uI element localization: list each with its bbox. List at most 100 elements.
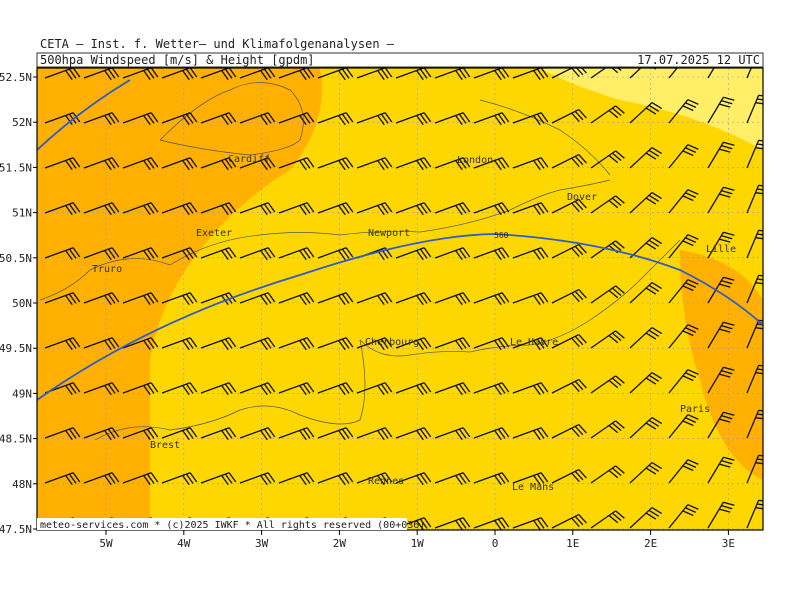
wind-barb bbox=[473, 427, 510, 441]
wind-barb bbox=[551, 243, 587, 259]
place-label: Newport bbox=[368, 228, 410, 239]
wind-barb bbox=[434, 517, 471, 530]
wind-barb bbox=[122, 427, 159, 441]
wind-barb bbox=[590, 465, 625, 484]
wind-barb bbox=[668, 459, 699, 484]
place-label: London bbox=[457, 155, 493, 166]
wind-barb bbox=[473, 247, 510, 261]
wind-barb bbox=[629, 237, 663, 259]
wind-barb bbox=[356, 337, 393, 351]
place-label: Le Havre bbox=[510, 337, 558, 348]
wind-barb bbox=[278, 472, 315, 486]
lat-label: 50N bbox=[12, 297, 32, 310]
wind-barb bbox=[473, 472, 510, 486]
height-contour-560 bbox=[37, 233, 763, 401]
wind-barb bbox=[356, 202, 393, 216]
wind-barb bbox=[551, 68, 587, 79]
wind-barb bbox=[668, 324, 699, 349]
wind-barb bbox=[707, 141, 735, 169]
lon-label: 1W bbox=[411, 537, 425, 550]
place-label: Cherbourg bbox=[365, 337, 419, 348]
wind-barb bbox=[434, 247, 471, 261]
wind-barb bbox=[746, 139, 763, 169]
wind-barb bbox=[395, 517, 432, 530]
wind-barb bbox=[161, 472, 198, 486]
height-contour-552 bbox=[37, 79, 131, 151]
wind-barb bbox=[629, 282, 663, 304]
wind-barb bbox=[83, 472, 120, 486]
wind-barb bbox=[629, 102, 663, 124]
wind-barb bbox=[746, 229, 763, 259]
place-label: Paris bbox=[680, 404, 710, 415]
wind-barb bbox=[278, 112, 315, 126]
wind-barb bbox=[434, 337, 471, 351]
wind-barb bbox=[668, 189, 699, 214]
wind-barb bbox=[317, 382, 354, 396]
wind-barb bbox=[473, 202, 510, 216]
wind-barb bbox=[317, 112, 354, 126]
wind-barb bbox=[434, 157, 471, 171]
wind-barb bbox=[83, 247, 120, 261]
wind-barb bbox=[551, 423, 587, 439]
coastlines bbox=[39, 82, 681, 441]
wind-barb bbox=[83, 157, 120, 171]
wind-barb bbox=[317, 202, 354, 216]
lat-label: 48.5N bbox=[0, 433, 32, 446]
wind-barb bbox=[590, 105, 625, 124]
wind-barb bbox=[707, 366, 735, 394]
wind-barb bbox=[161, 292, 198, 306]
axes: 52.5N 52N 51.5N 51N 50.5N 50N 49.5N 49N 48.5N 48N… bbox=[0, 71, 735, 550]
wind-barb bbox=[395, 157, 432, 171]
wind-barb bbox=[746, 409, 763, 439]
wind-barb bbox=[200, 247, 237, 261]
wind-barb bbox=[746, 364, 763, 394]
lat-label: 52.5N bbox=[0, 71, 32, 84]
wind-barb bbox=[395, 292, 432, 306]
wind-barb bbox=[668, 234, 699, 259]
wind-barb bbox=[200, 157, 237, 171]
wind-barb bbox=[590, 285, 625, 304]
wind-barb bbox=[239, 427, 276, 441]
wind-barb bbox=[512, 517, 549, 530]
wind-barb bbox=[317, 292, 354, 306]
wind-barb bbox=[512, 202, 549, 216]
wind-barb bbox=[356, 112, 393, 126]
wind-barb bbox=[512, 157, 549, 171]
wind-barb bbox=[434, 68, 471, 81]
lon-label: 3W bbox=[255, 537, 269, 550]
wind-barb bbox=[44, 247, 81, 261]
wind-barb bbox=[590, 510, 625, 529]
wind-barb bbox=[434, 202, 471, 216]
wind-barb bbox=[356, 292, 393, 306]
wind-barb bbox=[512, 292, 549, 306]
place-label: Exeter bbox=[196, 228, 232, 239]
wind-barb bbox=[161, 157, 198, 171]
wind-barb bbox=[161, 68, 198, 81]
wind-barb bbox=[161, 427, 198, 441]
wind-barb bbox=[590, 240, 625, 259]
wind-barb bbox=[278, 202, 315, 216]
wind-barb bbox=[200, 427, 237, 441]
lat-label: 49N bbox=[12, 387, 32, 400]
wind-barb bbox=[239, 68, 276, 81]
place-label: Cardiff bbox=[228, 154, 270, 165]
wind-barb bbox=[434, 427, 471, 441]
wind-barb bbox=[668, 369, 699, 394]
wind-barb bbox=[473, 68, 510, 81]
lon-label: 2W bbox=[333, 537, 347, 550]
wind-barb bbox=[590, 330, 625, 349]
wind-barb bbox=[551, 153, 587, 169]
wind-barb bbox=[239, 202, 276, 216]
wind-barb bbox=[590, 195, 625, 214]
wind-barb bbox=[317, 337, 354, 351]
wind-barb bbox=[629, 147, 663, 169]
wind-barb bbox=[395, 112, 432, 126]
wind-barb bbox=[473, 337, 510, 351]
wind-barb bbox=[551, 108, 587, 124]
wind-barb bbox=[278, 337, 315, 351]
wind-barb bbox=[473, 517, 510, 530]
place-label: Dover bbox=[567, 192, 597, 203]
wind-barb bbox=[122, 382, 159, 396]
wind-barb bbox=[83, 68, 120, 81]
wind-barb bbox=[551, 333, 587, 349]
